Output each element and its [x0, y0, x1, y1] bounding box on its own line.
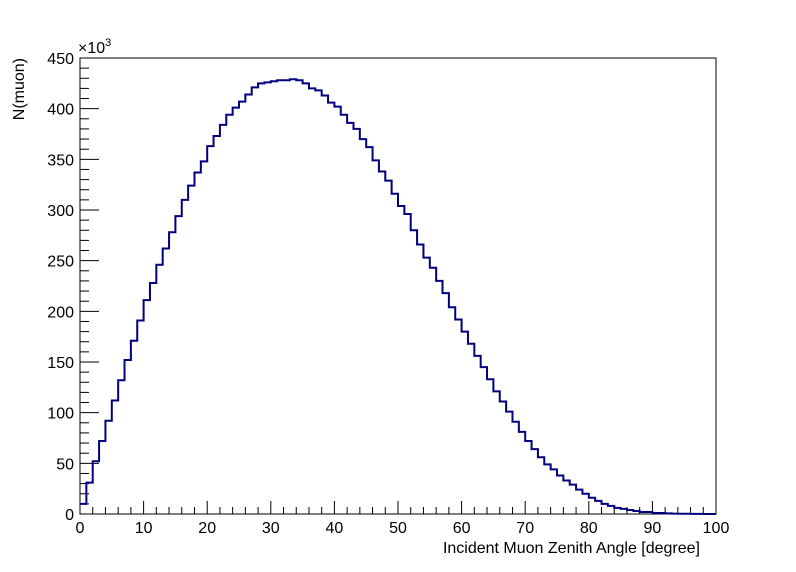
x-axis-ticks — [79, 501, 717, 514]
x-tick-label: 20 — [198, 520, 216, 537]
x-tick-label: 10 — [135, 520, 153, 537]
x-tick-label: 40 — [326, 520, 344, 537]
plot-frame — [79, 57, 717, 515]
histogram-series-line — [80, 78, 716, 515]
x-tick-label: 70 — [516, 520, 534, 537]
y-tick-label: 200 — [47, 304, 74, 321]
x-tick-label: 60 — [453, 520, 471, 537]
x-tick-label: 0 — [76, 520, 85, 537]
x-tick-label: 100 — [703, 520, 730, 537]
y-tick-label: 450 — [47, 51, 74, 68]
y-tick-label: 50 — [56, 456, 74, 473]
y-tick-label: 100 — [47, 406, 74, 423]
x-tick-label: 30 — [262, 520, 280, 537]
x-tick-label: 90 — [644, 520, 662, 537]
y-tick-label: 0 — [65, 507, 74, 524]
y-axis-tick-labels: 0 50 100 150 200 250 300 350 400 450 — [47, 51, 74, 524]
y-tick-label: 400 — [47, 102, 74, 119]
y-tick-label: 250 — [47, 254, 74, 271]
x-axis-tick-labels: 0 10 20 30 40 50 60 70 80 90 100 — [76, 520, 730, 537]
y-axis-ticks — [80, 57, 99, 515]
y-axis-label: N(muon) — [11, 58, 28, 120]
y-tick-label: 350 — [47, 152, 74, 169]
x-tick-label: 50 — [389, 520, 407, 537]
y-tick-label: 150 — [47, 355, 74, 372]
x-axis-label: Incident Muon Zenith Angle [degree] — [443, 540, 700, 557]
x-tick-label: 80 — [580, 520, 598, 537]
y-tick-label: 300 — [47, 203, 74, 220]
y-axis-exponent: ×103 — [78, 37, 111, 57]
